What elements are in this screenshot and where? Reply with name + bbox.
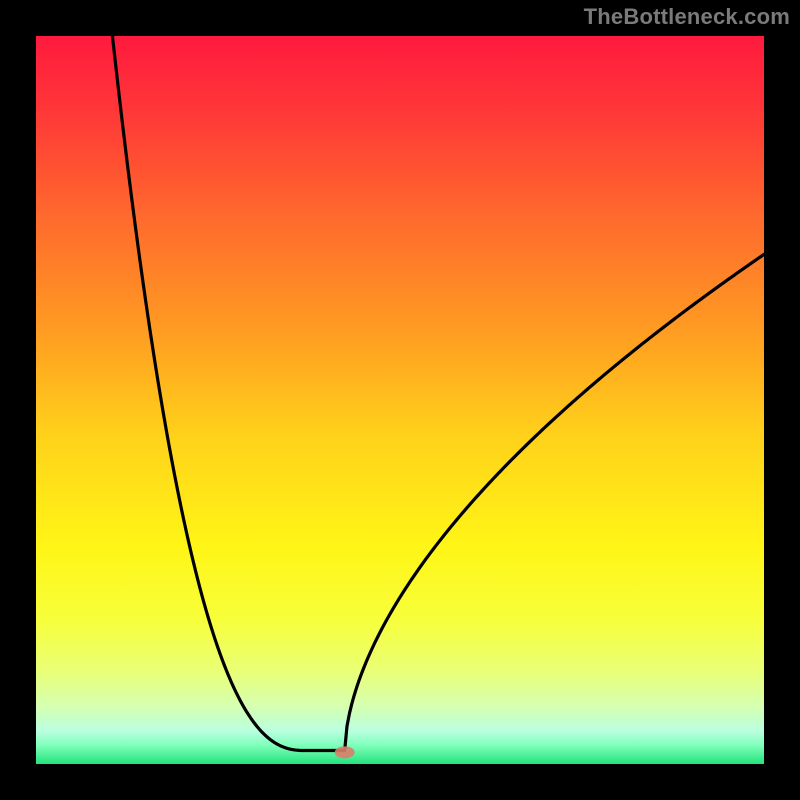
minimum-marker [335,746,355,758]
chart-container: { "watermark": { "text": "TheBottleneck.… [0,0,800,800]
watermark-label: TheBottleneck.com [584,4,790,30]
bottleneck-chart [0,0,800,800]
plot-area [36,36,764,764]
